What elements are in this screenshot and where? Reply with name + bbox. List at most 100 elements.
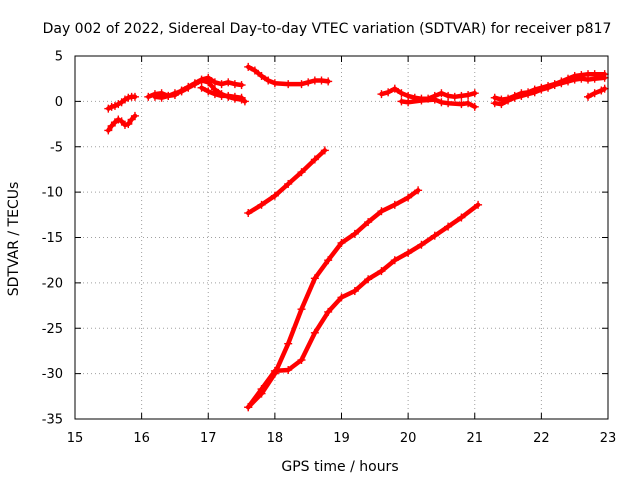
data-point — [390, 256, 399, 265]
data-point — [350, 229, 359, 238]
data-point — [457, 213, 466, 222]
data-point — [390, 84, 399, 93]
data-point — [224, 78, 233, 87]
x-tick-label: 18 — [267, 431, 284, 446]
data-point — [210, 90, 219, 99]
data-point — [600, 84, 609, 93]
data-point — [444, 91, 453, 100]
plot-frame — [74, 55, 609, 420]
data-point — [324, 307, 333, 316]
data-point — [570, 75, 579, 84]
data-point — [544, 83, 553, 92]
data-point — [377, 207, 386, 216]
data-point — [310, 274, 319, 283]
data-point — [557, 79, 566, 88]
data-point — [310, 328, 319, 337]
data-point — [184, 83, 193, 92]
data-point — [130, 111, 139, 120]
data-point — [600, 73, 609, 82]
y-tick-label: -15 — [42, 231, 63, 246]
data-point — [297, 356, 306, 365]
data-point — [310, 155, 319, 164]
data-point — [257, 200, 266, 209]
data-point — [170, 89, 179, 98]
data-point — [417, 240, 426, 249]
x-axis-label: GPS time / hours — [281, 459, 398, 475]
data-point — [317, 76, 326, 85]
data-point — [284, 339, 293, 348]
data-point — [297, 305, 306, 314]
data-point — [457, 91, 466, 100]
data-point — [537, 85, 546, 94]
data-point — [377, 267, 386, 276]
data-point — [230, 92, 239, 101]
data-point — [104, 126, 113, 135]
data-point — [444, 99, 453, 108]
x-tick-label: 15 — [67, 431, 84, 446]
data-point — [470, 102, 479, 111]
series-arc-1 — [104, 92, 139, 113]
data-point — [550, 81, 559, 90]
data-point — [590, 74, 599, 83]
series-arc-9 — [244, 200, 483, 412]
data-point — [264, 76, 273, 85]
data-point — [270, 79, 279, 88]
data-point — [177, 87, 186, 96]
data-point — [470, 89, 479, 98]
data-point — [297, 80, 306, 89]
series-line — [399, 97, 478, 110]
data-point — [324, 77, 333, 86]
series-arc-2 — [104, 111, 139, 135]
y-tick-label: -20 — [42, 276, 63, 291]
data-point — [197, 83, 206, 92]
chart-title: Day 002 of 2022, Sidereal Day-to-day VTE… — [43, 21, 612, 37]
series-arc-13 — [490, 73, 609, 109]
data-point — [430, 231, 439, 240]
y-tick-label: -25 — [42, 322, 63, 337]
data-point — [504, 96, 513, 105]
y-tick-label: -30 — [42, 367, 63, 382]
data-point — [437, 98, 446, 107]
data-point — [324, 256, 333, 265]
data-point — [404, 248, 413, 257]
data-point — [404, 193, 413, 202]
data-point — [577, 74, 586, 83]
data-point — [490, 99, 499, 108]
data-point — [350, 287, 359, 296]
data-point — [244, 208, 253, 217]
data-point — [437, 89, 446, 98]
data-point — [230, 80, 239, 89]
y-axis-label: SDTVAR / TECUs — [6, 182, 22, 297]
data-point — [284, 365, 293, 374]
y-tick-label: 0 — [55, 95, 63, 110]
data-point — [320, 146, 329, 155]
data-point — [244, 62, 253, 71]
data-point — [217, 80, 226, 89]
data-point — [464, 99, 473, 108]
x-tick-label: 19 — [333, 431, 350, 446]
data-point — [190, 80, 199, 89]
data-point — [284, 179, 293, 188]
data-point — [130, 92, 139, 101]
series-line — [585, 86, 607, 100]
data-point — [450, 92, 459, 101]
data-point — [584, 92, 593, 101]
y-tick-label: -10 — [42, 186, 63, 201]
data-point — [524, 90, 533, 99]
data-point — [497, 100, 506, 109]
x-tick-label: 17 — [200, 431, 217, 446]
series-arc-6 — [244, 62, 333, 89]
data-point — [390, 200, 399, 209]
data-point — [397, 89, 406, 98]
data-point — [444, 222, 453, 231]
data-point — [337, 238, 346, 247]
grid — [75, 56, 608, 419]
data-point — [224, 91, 233, 100]
series-arc-5 — [197, 83, 246, 102]
data-point — [297, 168, 306, 177]
data-point — [250, 66, 259, 75]
data-point — [364, 275, 373, 284]
data-point — [257, 71, 266, 80]
data-point — [564, 77, 573, 86]
